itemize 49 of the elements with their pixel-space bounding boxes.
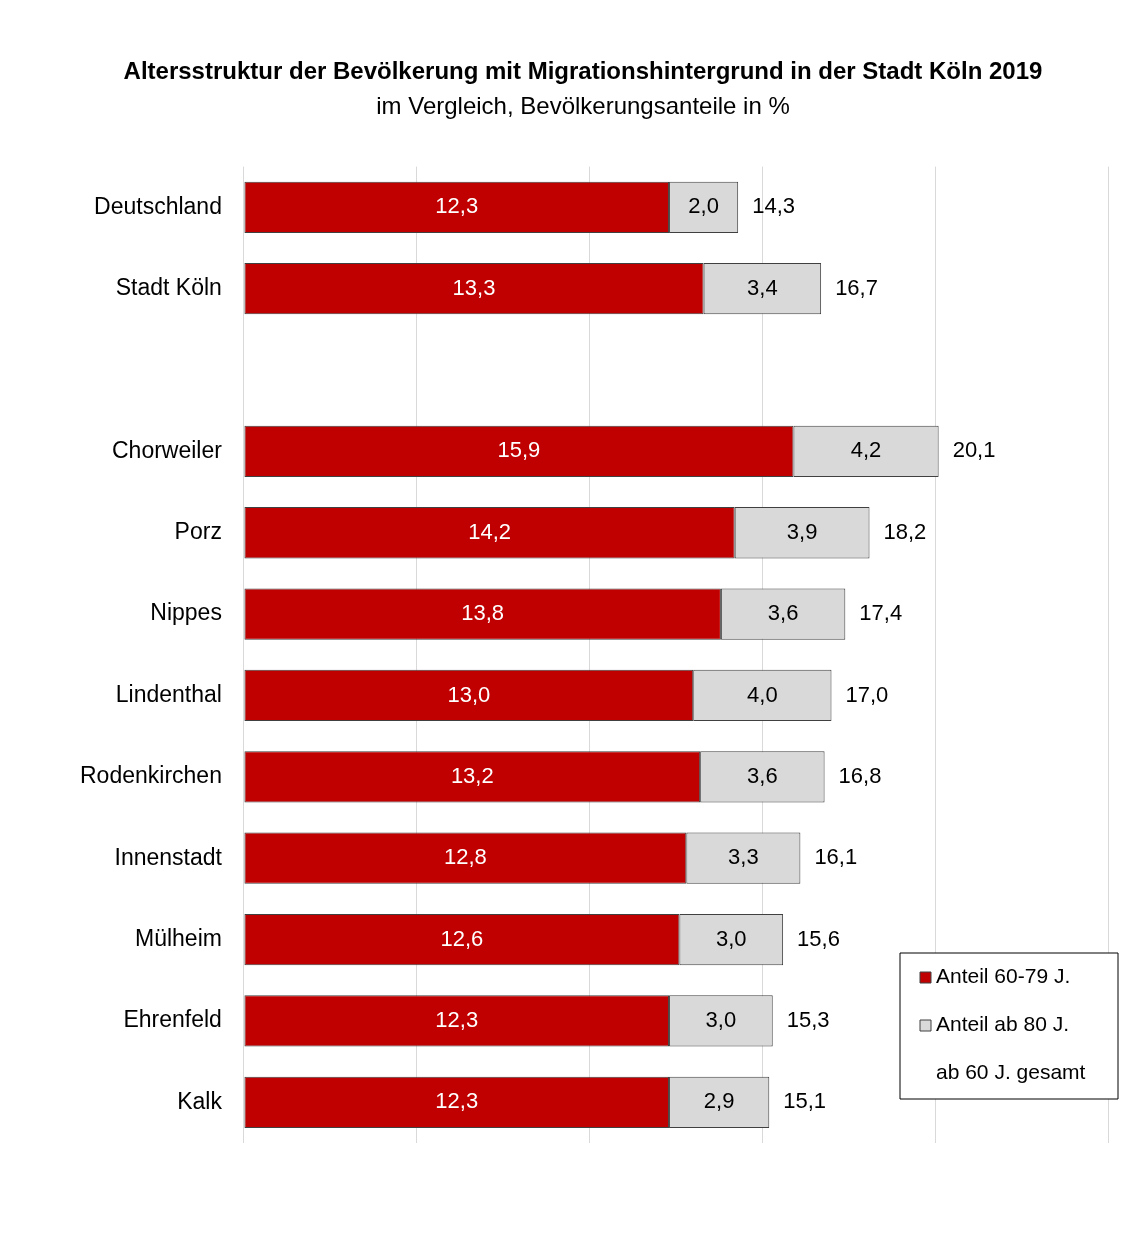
y-tick-label: Innenstadt	[114, 843, 223, 870]
data-label: 3,9	[786, 518, 818, 544]
legend-label: Anteil ab 80 J.	[936, 1011, 1070, 1035]
data-label: 3,6	[767, 600, 799, 626]
total-label: 18,2	[883, 518, 927, 544]
chart-subtitle: im Vergleich, Bevölkerungsanteile in %	[376, 91, 790, 119]
y-tick-label: Kalk	[177, 1087, 223, 1114]
data-label: 12,6	[440, 925, 484, 951]
data-label: 3,3	[728, 844, 759, 870]
total-label: 15,6	[797, 925, 840, 951]
total-label: 20,1	[952, 437, 996, 463]
y-tick-label: Lindenthal	[115, 680, 222, 707]
data-label: 13,8	[461, 600, 505, 626]
data-label: 13,0	[447, 681, 491, 707]
data-label: 2,9	[703, 1088, 735, 1114]
annotation: ab 60 J. gesamt	[936, 1059, 1086, 1083]
data-label: 12,3	[435, 193, 479, 219]
total-label: 17,4	[859, 600, 903, 626]
y-tick-label: Chorweiler	[111, 436, 223, 463]
data-label: 3,0	[715, 925, 747, 951]
data-label: 14,2	[468, 518, 511, 544]
data-label: 3,4	[747, 274, 778, 300]
y-tick-label: Porz	[174, 518, 222, 545]
y-tick-label: Mülheim	[135, 924, 222, 951]
chart-title: Altersstruktur der Bevölkerung mit Migrationshintergrund in der Stadt Köln 2019	[123, 57, 1043, 85]
y-tick-label: Ehrenfeld	[123, 1006, 222, 1033]
total-label: 16,7	[835, 274, 878, 300]
data-label: 12,8	[443, 844, 487, 870]
total-label: 16,8	[838, 762, 882, 788]
data-label: 13,3	[452, 274, 496, 300]
total-label: 16,1	[814, 844, 858, 870]
data-label: 4,2	[850, 437, 882, 463]
total-label: 15,1	[783, 1088, 827, 1114]
y-tick-label: Stadt Köln	[115, 273, 222, 300]
y-tick-label: Deutschland	[94, 192, 222, 219]
data-label: 15,9	[497, 437, 541, 463]
data-label: 3,6	[747, 762, 778, 788]
y-tick-label: Nippes	[150, 599, 222, 626]
legend-label: Anteil 60-79 J.	[936, 963, 1071, 987]
data-label: 4,0	[747, 681, 778, 707]
y-tick-label: Rodenkirchen	[80, 762, 222, 789]
total-label: 17,0	[845, 681, 889, 707]
total-label: 14,3	[752, 193, 795, 219]
total-label: 15,3	[786, 1007, 830, 1033]
data-label: 12,3	[435, 1088, 479, 1114]
data-label: 3,0	[705, 1007, 737, 1033]
data-label: 2,0	[688, 193, 719, 219]
data-label: 13,2	[450, 762, 494, 788]
data-label: 12,3	[435, 1007, 479, 1033]
